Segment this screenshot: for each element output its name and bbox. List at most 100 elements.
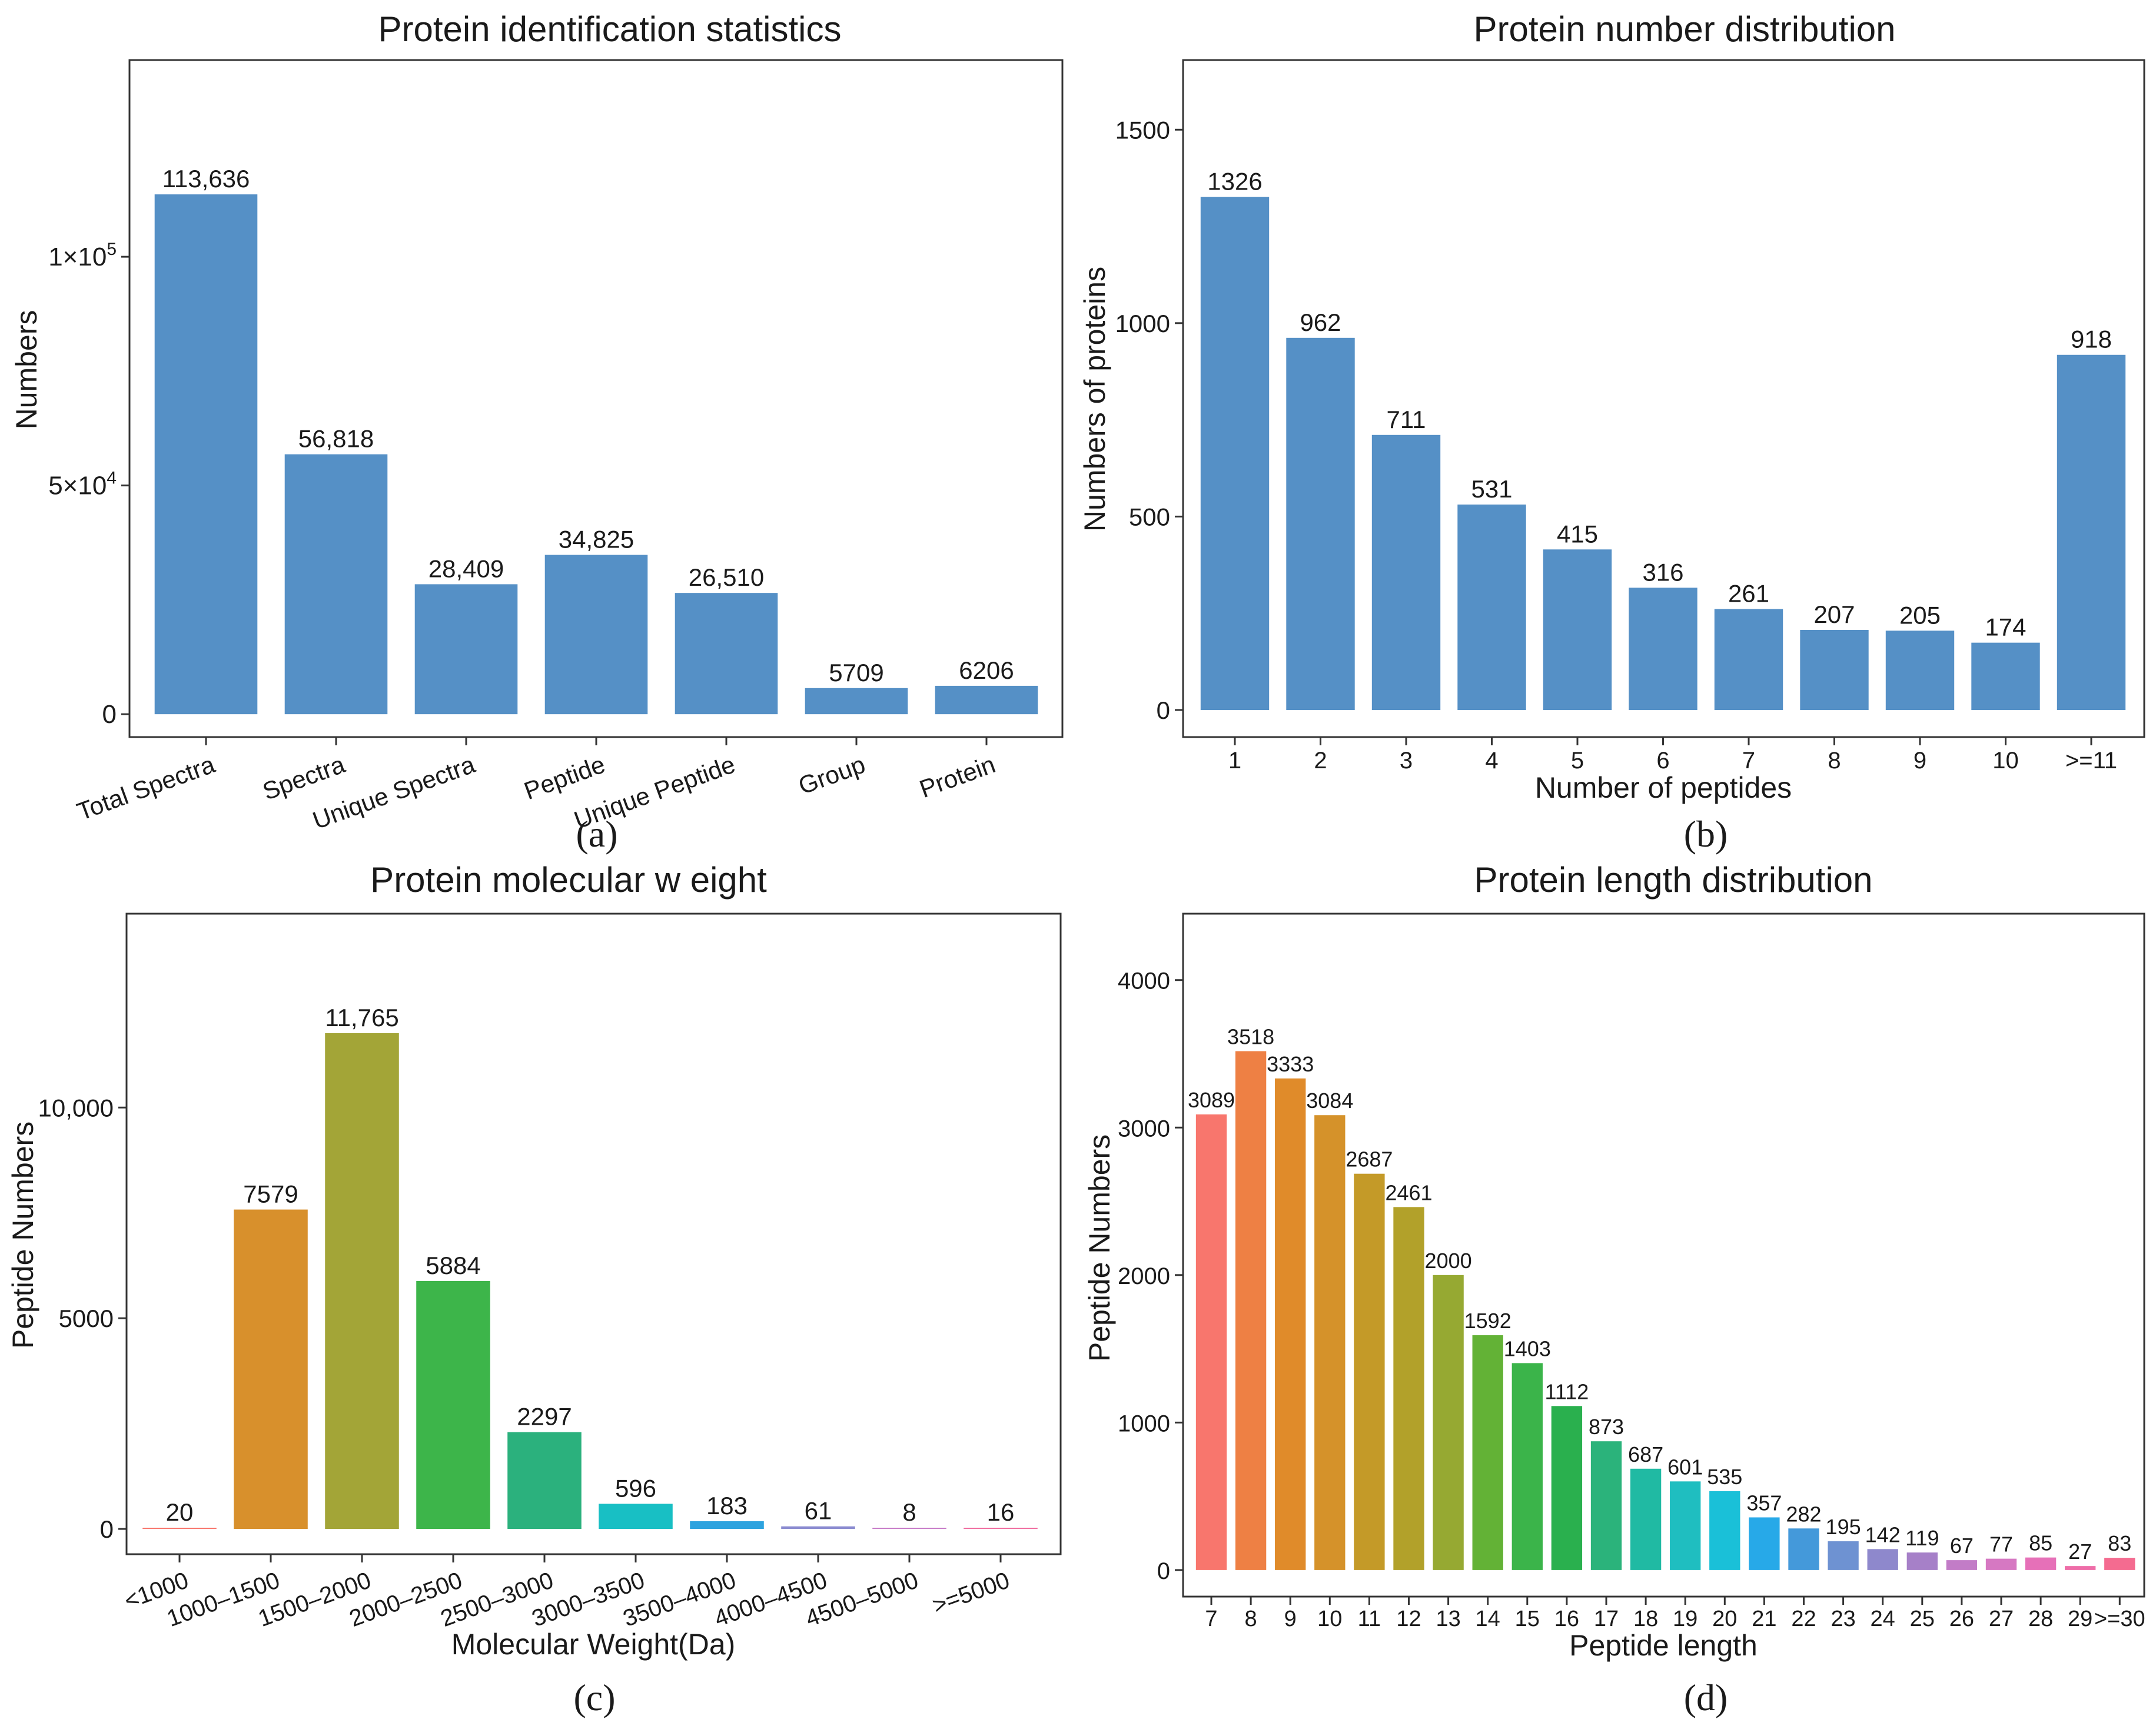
panel-c-label: (c) [573,1677,615,1718]
panel-a-bar [414,584,518,715]
panel-d-y-axis-label: Peptide Numbers [1083,1134,1116,1362]
panel-a-y-tick-label-base: 1×10 [48,243,107,271]
panel-a-y-tick-label: 0 [102,700,117,729]
panel-b-bar [1800,629,1869,710]
panel-d-bar [1906,1552,1938,1570]
panel-b-bar-value-label: 261 [1728,579,1769,607]
panel-d-bar-value-label: 282 [1786,1502,1821,1526]
panel-d-bar [1235,1051,1267,1570]
panel-b-x-tick-label: 1 [1228,748,1241,774]
panel-d-bar [1670,1481,1701,1570]
panel-c-bar-value-label: 61 [805,1497,832,1525]
panel-a-y-tick-label-exponent: 5 [107,240,117,259]
panel-c-bar [416,1280,490,1529]
panel-c-bar [872,1528,946,1529]
panel-d-x-tick-label: 22 [1791,1607,1816,1631]
panel-b-x-tick-label: 10 [1992,748,2019,774]
panel-d-bar [1788,1528,1819,1570]
panel-d-x-tick-label: 23 [1831,1607,1855,1631]
panel-b-bar-value-label: 531 [1471,475,1512,503]
panel-a-bar [544,555,648,715]
panel-c-bar-value-label: 2297 [517,1403,572,1431]
panel-d-bar-value-label: 2000 [1425,1249,1472,1273]
panel-d-y-tick-label: 1000 [1118,1411,1170,1436]
panel-b-x-tick-label: >=11 [2065,748,2117,774]
panel-b-bar-value-label: 205 [1899,601,1941,629]
panel-d-x-tick-label: 12 [1396,1607,1421,1631]
panel-d-x-tick-label: 28 [2028,1607,2053,1631]
panel-a-bar [154,194,258,715]
panel-c-bar-value-label: 5884 [426,1252,480,1279]
panel-c-bar [142,1528,217,1529]
panel-d-bar-value-label: 873 [1589,1415,1624,1439]
panel-d-bar [1630,1468,1662,1570]
panel-d-x-tick-label: 9 [1284,1607,1297,1631]
panel-b-bar-value-label: 962 [1300,308,1341,336]
panel-d-bar [1590,1441,1622,1570]
panel-d-bar-value-label: 687 [1628,1442,1663,1466]
panel-b-bar [1714,609,1783,710]
panel-a-bar [284,454,388,715]
panel-b-bar-value-label: 415 [1557,520,1598,548]
panel-d-x-tick-label: 24 [1871,1607,1895,1631]
panel-d-bar-value-label: 77 [1989,1532,2013,1557]
panel-d-bar-value-label: 1403 [1504,1336,1551,1361]
panel-a-bar [805,688,908,715]
panel-d-bar [1314,1115,1346,1570]
panel-d-bar-value-label: 357 [1746,1491,1782,1515]
panel-c-bar-value-label: 16 [987,1498,1015,1526]
panel-b-bar-value-label: 918 [2071,326,2112,353]
panel-d-plot-area: 0 1000 2000 3000 4000 3089 7 3518 8 3333 9 3084 10 26… [1118,968,2145,1631]
panel-d-bar [1354,1173,1385,1570]
panel-d-title: Protein length distribution [1474,860,1872,900]
panel-b-bar [1200,197,1270,711]
panel-d-x-tick-label: 19 [1673,1607,1697,1631]
panel-b-y-axis-label: Numbers of proteins [1078,267,1111,532]
panel-c-bar [234,1209,308,1529]
panel-d-bar-value-label: 195 [1826,1515,1861,1539]
panel-b-bar [1971,642,2040,710]
panel-d-bar-value-label: 67 [1950,1534,1974,1558]
panel-d-x-tick-label: 7 [1205,1607,1217,1631]
panel-a-bar-value-label: 113,636 [162,165,250,193]
panel-a-bar [935,685,1038,715]
panel-d-x-tick-label: 11 [1358,1607,1381,1631]
panel-d-bar-value-label: 119 [1905,1526,1939,1550]
panel-b-bar [2057,354,2126,710]
panel-d-bar-value-label: 142 [1865,1522,1901,1547]
panel-c-bar-value-label: 11,765 [325,1004,398,1031]
panel-b-plot-area: 0 500 1000 1500 1326 1 962 2 711 3 531 4 415 5 316 6 261… [1115,116,2126,774]
panel-c-bar-value-label: 183 [706,1492,748,1519]
panel-c-bar [599,1504,673,1529]
panel-d-bar-value-label: 27 [2068,1539,2092,1564]
panel-d-bar-value-label: 2461 [1385,1180,1432,1205]
panel-d-bar [1709,1491,1740,1570]
panel-d-y-tick-label: 2000 [1118,1263,1170,1289]
panel-d-label: (d) [1684,1677,1728,1718]
panel-d-bar-value-label: 3518 [1227,1025,1274,1049]
panel-d-bar-value-label: 1592 [1464,1309,1511,1333]
panel-d-bar [1749,1517,1780,1570]
panel-a-y-tick-label-exponent: 4 [107,469,117,488]
panel-b-x-axis-label: Number of peptides [1535,771,1792,804]
panel-c-y-tick-label: 0 [100,1515,114,1543]
panel-c-bar [507,1432,582,1529]
panel-d-bar [1511,1363,1543,1570]
panel-b-bar [1457,505,1526,710]
panel-a-bar-value-label: 6206 [959,656,1014,684]
panel-b-bar-value-label: 174 [1985,613,2026,641]
panel-c-title: Protein molecular w eight [370,860,767,900]
panel-d-x-tick-label: >=30 [2094,1607,2145,1631]
panel-d-bar-value-label: 83 [2108,1531,2131,1555]
panel-b-bar [1371,434,1441,710]
panel-b-y-tick-label: 0 [1157,696,1170,724]
panel-d-protein-length-distribution: Protein length distribution Peptide Numb… [1083,860,2145,1718]
panel-d-bar [1275,1078,1306,1570]
panel-b-bar [1543,549,1612,710]
panel-d-x-tick-label: 17 [1594,1607,1619,1631]
panel-d-bar-value-label: 535 [1707,1465,1742,1489]
panel-b-label: (b) [1684,813,1728,855]
panel-d-bar [1393,1207,1424,1570]
panel-d-bar-value-label: 85 [2029,1531,2052,1555]
panel-b-bar-value-label: 316 [1642,558,1683,586]
